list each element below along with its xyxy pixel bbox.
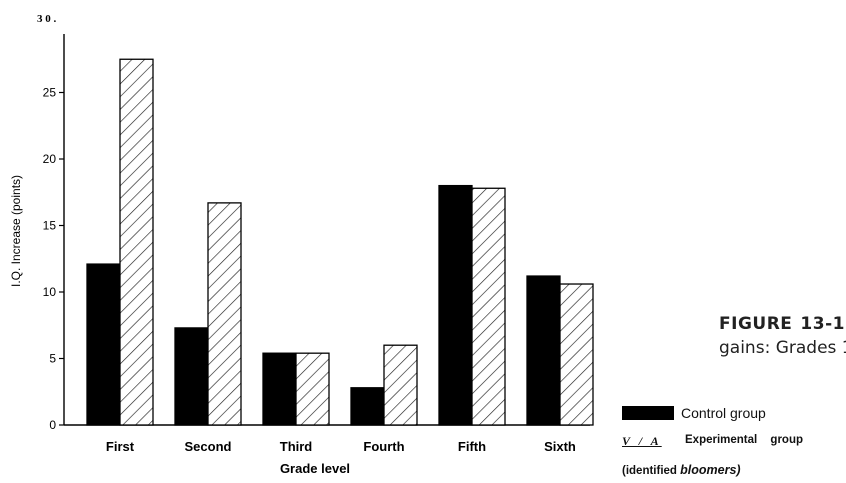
bar-control — [526, 275, 561, 426]
bar-experimental — [119, 58, 154, 426]
y-ticks: 0 5 10 15 20 25 — [43, 86, 64, 432]
y-tick-label: 25 — [43, 86, 57, 100]
bar-experimental — [207, 202, 242, 426]
y-tick-label: 5 — [49, 352, 56, 366]
y-tick-label: 0 — [49, 418, 56, 432]
legend-swatch-control — [622, 406, 674, 420]
bar-control — [262, 352, 297, 426]
bar-experimental — [471, 187, 506, 426]
bar-experimental — [383, 344, 418, 426]
x-tick-labels: First Second Third Fourth Fifth Sixth — [106, 439, 576, 454]
bar-experimental — [295, 352, 330, 426]
y-tick-label: 20 — [43, 152, 57, 166]
x-tick-label: Sixth — [544, 439, 576, 454]
bar-experimental — [559, 283, 594, 426]
bar-control — [174, 327, 209, 426]
y-axis-label: I.Q. Increase (points) — [9, 175, 23, 287]
x-axis-label: Grade level — [280, 461, 350, 476]
y-tick-label: 10 — [43, 285, 57, 299]
x-tick-label: Fourth — [363, 439, 404, 454]
bar-control — [86, 263, 121, 426]
x-tick-label: Third — [280, 439, 313, 454]
y-axis-top-label: 3 0 . — [37, 13, 57, 25]
legend-label-experimental: Experimental group — [685, 434, 803, 446]
bar-control — [438, 184, 473, 426]
bars — [86, 58, 594, 426]
caption-figure-number: 13-1 — [800, 314, 845, 334]
caption-line-2: gains: Grades 1 through — [719, 338, 846, 358]
legend-label-experimental-line-2: (identified bloomers) — [622, 463, 741, 477]
x-tick-label: First — [106, 439, 135, 454]
caption-figure-word: FIGURE — [719, 314, 793, 334]
x-tick-label: Fifth — [458, 439, 486, 454]
legend-label-control: Control group — [681, 405, 766, 421]
legend-swatch-experimental: V / A — [622, 434, 662, 448]
x-tick-label: Second — [185, 439, 232, 454]
y-tick-label: 15 — [43, 219, 57, 233]
bar-control — [350, 387, 385, 426]
